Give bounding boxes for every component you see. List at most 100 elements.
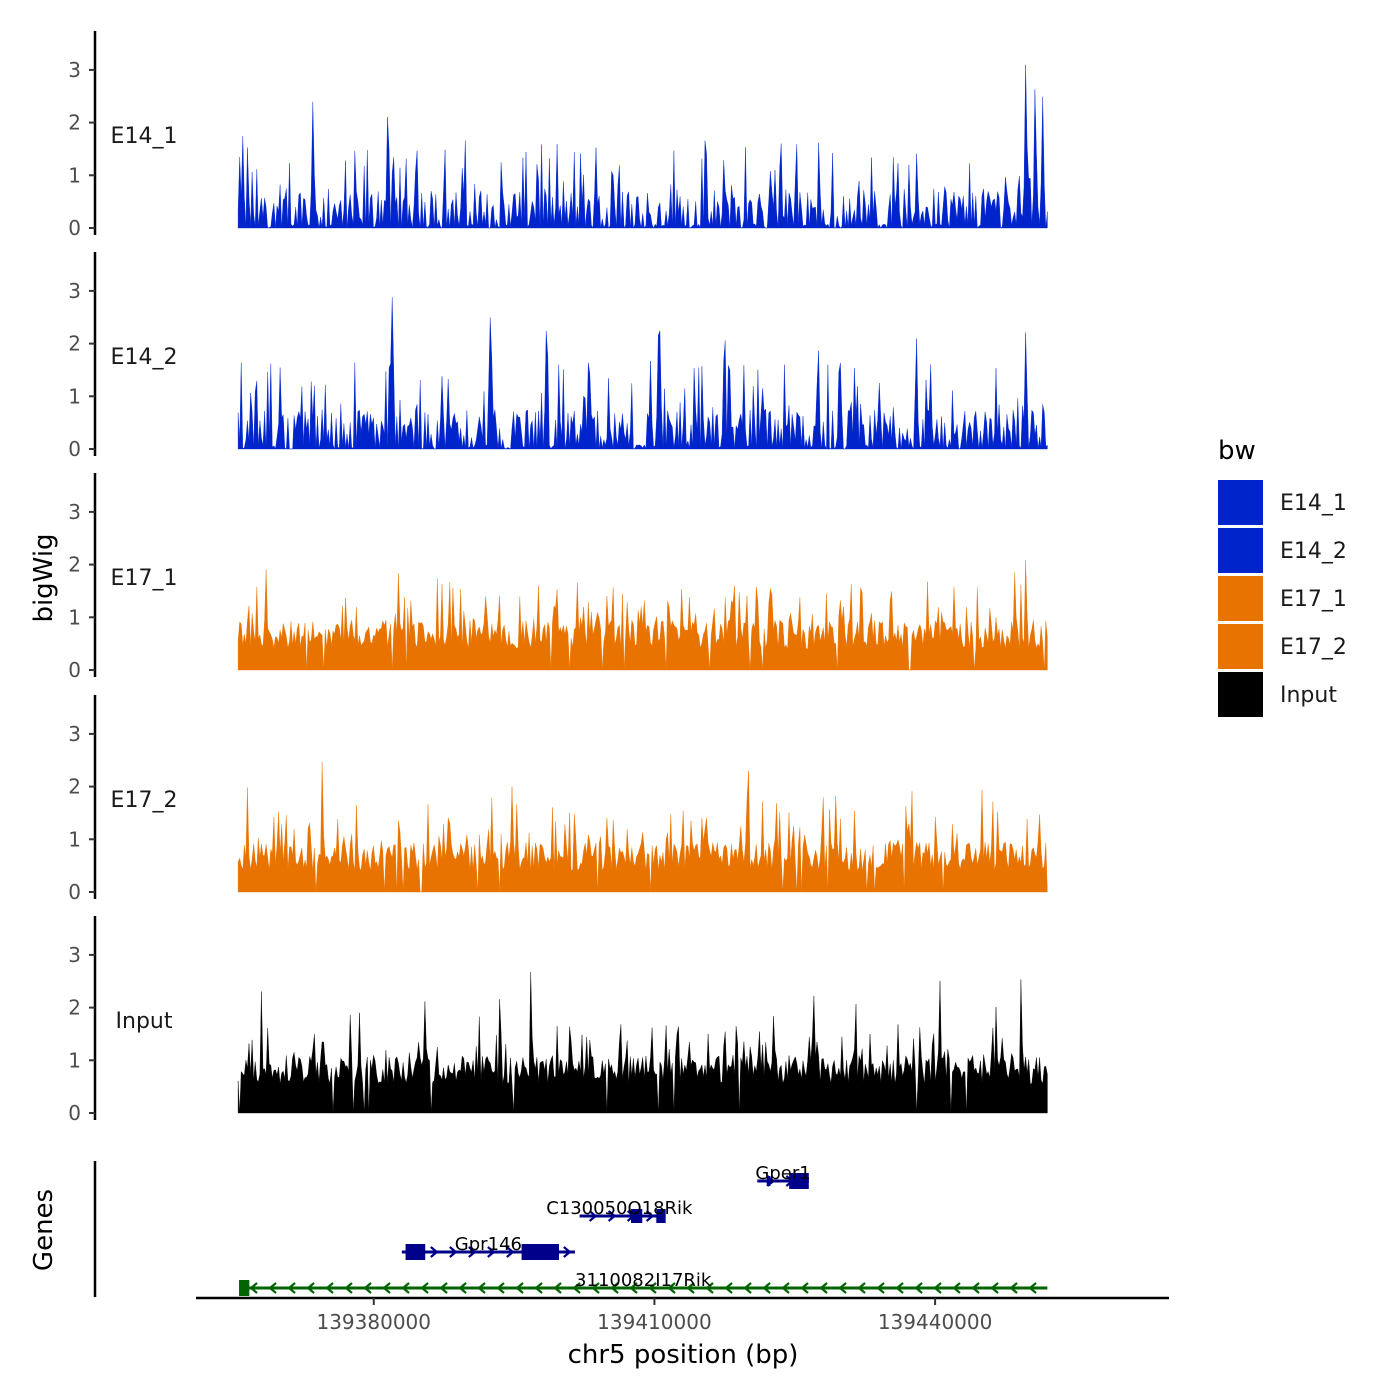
strand-chevron (249, 1282, 258, 1294)
strand-chevron (458, 1282, 467, 1294)
strand-chevron (325, 1282, 334, 1294)
y-tick-label: 3 (68, 58, 81, 82)
strand-chevron (588, 1210, 598, 1222)
x-axis: 139380000 139410000 139440000 (196, 1296, 1169, 1334)
strand-chevron (401, 1282, 410, 1294)
gene-C130050O18Rik: C130050O18Rik (546, 1198, 693, 1223)
track-label: E14_2 (111, 345, 178, 370)
y-tick-label: 0 (68, 1101, 81, 1125)
genes-track-title: Genes (29, 1189, 59, 1271)
y-tick-label: 1 (68, 1048, 81, 1072)
y-tick-label: 1 (68, 827, 81, 851)
strand-chevron (1009, 1282, 1018, 1294)
strand-chevron (430, 1246, 439, 1258)
strand-chevron (572, 1282, 581, 1294)
signal-area-E17_2 (237, 761, 1048, 893)
y-tick-label: 3 (68, 500, 81, 524)
legend-swatch (1218, 672, 1263, 717)
strand-chevron (610, 1282, 619, 1294)
legend-item-E14_1: E14_1 (1218, 480, 1347, 525)
exon (631, 1209, 643, 1223)
strand-chevron (952, 1282, 961, 1294)
y-tick-label: 2 (68, 553, 81, 577)
strand-chevron (506, 1246, 515, 1258)
strand-chevron (971, 1282, 980, 1294)
legend-swatch (1218, 576, 1263, 621)
legend-label: E14_2 (1280, 539, 1347, 564)
strand-chevron (449, 1246, 458, 1258)
x-axis-title: chr5 position (bp) (568, 1340, 799, 1370)
track-Input: 0 1 2 3 Input (68, 916, 1048, 1125)
gene-Gper1: Gper1 (755, 1163, 811, 1189)
strand-chevron (667, 1282, 676, 1294)
strand-chevron (363, 1282, 372, 1294)
y-tick-label: 2 (68, 996, 81, 1020)
x-tick-label: 139440000 (878, 1310, 993, 1334)
exon (766, 1176, 771, 1186)
strand-chevron (838, 1282, 847, 1294)
y-tick-label: 1 (68, 605, 81, 629)
y-tick-label: 1 (68, 384, 81, 408)
y-tick-label: 2 (68, 111, 81, 135)
track-E14_2: 0 1 2 3 E14_2 (68, 252, 1048, 461)
strand-chevron (645, 1210, 655, 1222)
strand-chevron (629, 1282, 638, 1294)
y-tick-label: 2 (68, 332, 81, 356)
strand-chevron (743, 1282, 752, 1294)
strand-chevron (607, 1210, 617, 1222)
legend-item-E17_1: E17_1 (1218, 576, 1347, 621)
y-axis-title: bigWig (29, 533, 59, 622)
strand-chevron (287, 1282, 296, 1294)
signal-area-E14_2 (237, 297, 1048, 450)
exon (789, 1173, 809, 1189)
track-E17_1: 0 1 2 3 E17_1 (68, 473, 1048, 682)
track-E17_2: 0 1 2 3 E17_2 (68, 695, 1048, 904)
signal-area-Input (237, 971, 1048, 1114)
legend: bw E14_1 E14_2 E17_1 E17_2 Input (1218, 436, 1347, 717)
strand-chevron (648, 1282, 657, 1294)
gene-label: C130050O18Rik (546, 1198, 693, 1219)
legend-item-Input: Input (1218, 672, 1337, 717)
legend-swatch (1218, 624, 1263, 669)
signal-area-E17_1 (237, 560, 1048, 671)
strand-chevron (439, 1282, 448, 1294)
strand-chevron (268, 1282, 277, 1294)
exon (521, 1244, 560, 1260)
strand-chevron (487, 1246, 496, 1258)
y-tick-label: 2 (68, 775, 81, 799)
legend-label: E14_1 (1280, 491, 1347, 516)
y-tick-label: 3 (68, 722, 81, 746)
strand-chevron (496, 1282, 505, 1294)
gene-track: 3110082I17Rik Gpr146 C130050O18Rik Gper1 (93, 1161, 1048, 1297)
strand-chevron (895, 1282, 904, 1294)
y-tick-label: 3 (68, 943, 81, 967)
gene-label: Gper1 (755, 1163, 810, 1184)
strand-chevron (563, 1246, 572, 1258)
y-tick-label: 0 (68, 437, 81, 461)
track-label: E14_1 (111, 124, 178, 149)
y-tick-label: 1 (68, 163, 81, 187)
track-label: E17_1 (111, 566, 178, 591)
gene-label: Gpr146 (455, 1234, 522, 1255)
strand-chevron (914, 1282, 923, 1294)
strand-chevron (857, 1282, 866, 1294)
legend-label: E17_2 (1280, 635, 1347, 660)
strand-chevron (762, 1282, 771, 1294)
strand-chevron (990, 1282, 999, 1294)
gene-3110082I17Rik: 3110082I17Rik (239, 1270, 1048, 1296)
strand-chevron (819, 1282, 828, 1294)
strand-chevron (591, 1282, 600, 1294)
strand-chevron (420, 1282, 429, 1294)
x-tick-label: 139380000 (316, 1310, 431, 1334)
x-tick-label: 139410000 (597, 1310, 712, 1334)
strand-chevron (933, 1282, 942, 1294)
legend-item-E17_2: E17_2 (1218, 624, 1347, 669)
legend-item-E14_2: E14_2 (1218, 528, 1347, 573)
strand-chevron (800, 1282, 809, 1294)
strand-chevron (781, 1282, 790, 1294)
signal-tracks: 0 1 2 3 E14_1 0 1 2 3 E14_2 0 1 2 3 E17_1 0 1 2 3 E17_2 0 1 2 3… (68, 31, 1048, 1125)
strand-chevron (705, 1282, 714, 1294)
strand-chevron (1028, 1282, 1037, 1294)
strand-chevron (468, 1246, 477, 1258)
